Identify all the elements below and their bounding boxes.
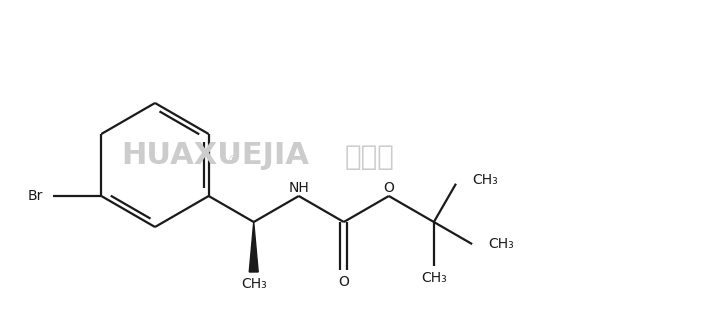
Text: HUAXUEJIA: HUAXUEJIA [121, 140, 309, 170]
Text: O: O [339, 275, 349, 289]
Text: ®: ® [227, 155, 238, 165]
Text: NH: NH [289, 181, 309, 195]
Polygon shape [249, 222, 258, 272]
Text: CH₃: CH₃ [421, 271, 447, 285]
Text: Br: Br [28, 189, 44, 203]
Text: CH₃: CH₃ [472, 173, 498, 187]
Text: 化学加: 化学加 [345, 143, 395, 171]
Text: O: O [384, 181, 394, 195]
Text: CH₃: CH₃ [488, 237, 514, 251]
Text: CH₃: CH₃ [241, 277, 267, 291]
